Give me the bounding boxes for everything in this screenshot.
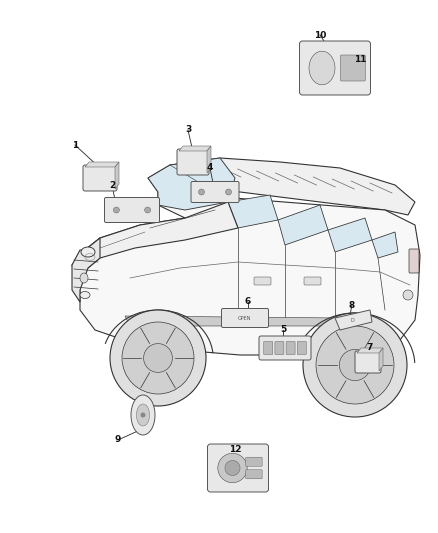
Polygon shape (335, 310, 372, 330)
Polygon shape (85, 162, 119, 167)
Polygon shape (379, 348, 383, 371)
Circle shape (122, 322, 194, 394)
Polygon shape (179, 146, 211, 151)
Circle shape (218, 453, 247, 483)
Polygon shape (80, 202, 238, 272)
FancyBboxPatch shape (286, 342, 295, 354)
Text: 5: 5 (280, 326, 286, 335)
Text: D: D (350, 318, 354, 322)
FancyBboxPatch shape (246, 457, 262, 466)
Ellipse shape (80, 273, 88, 283)
FancyBboxPatch shape (177, 149, 209, 175)
Polygon shape (207, 146, 211, 173)
Ellipse shape (81, 247, 95, 257)
Text: 7: 7 (367, 343, 373, 352)
FancyBboxPatch shape (304, 277, 321, 285)
Circle shape (141, 413, 145, 417)
FancyBboxPatch shape (300, 41, 371, 95)
FancyBboxPatch shape (191, 182, 239, 203)
FancyBboxPatch shape (208, 444, 268, 492)
Text: 3: 3 (185, 125, 191, 134)
Text: 6: 6 (245, 297, 251, 306)
Polygon shape (357, 348, 383, 353)
Circle shape (110, 310, 206, 406)
Text: 8: 8 (349, 301, 355, 310)
FancyBboxPatch shape (254, 277, 271, 285)
Circle shape (339, 350, 371, 381)
Text: 10: 10 (314, 30, 326, 39)
Polygon shape (228, 195, 278, 228)
FancyBboxPatch shape (222, 309, 268, 327)
FancyBboxPatch shape (340, 55, 365, 81)
Ellipse shape (309, 51, 335, 85)
Polygon shape (115, 162, 119, 189)
Circle shape (316, 326, 394, 404)
Circle shape (113, 207, 120, 213)
Circle shape (226, 189, 232, 195)
Polygon shape (328, 218, 372, 252)
Ellipse shape (80, 292, 90, 298)
FancyBboxPatch shape (275, 342, 284, 354)
Ellipse shape (403, 290, 413, 300)
Circle shape (145, 207, 151, 213)
Text: 2: 2 (109, 181, 115, 190)
Text: OPEN: OPEN (238, 316, 252, 320)
Text: 12: 12 (229, 446, 241, 455)
FancyBboxPatch shape (264, 342, 273, 354)
Circle shape (225, 461, 240, 475)
Polygon shape (372, 232, 398, 258)
FancyBboxPatch shape (105, 198, 159, 222)
Text: 9: 9 (115, 435, 121, 445)
FancyBboxPatch shape (355, 351, 381, 373)
FancyBboxPatch shape (297, 342, 306, 354)
FancyBboxPatch shape (409, 249, 419, 273)
Polygon shape (125, 316, 348, 326)
Text: 1: 1 (72, 141, 78, 149)
FancyBboxPatch shape (246, 470, 262, 479)
Text: 4: 4 (207, 164, 213, 173)
Polygon shape (148, 158, 415, 215)
Ellipse shape (131, 395, 155, 435)
Ellipse shape (136, 404, 150, 426)
Text: 11: 11 (354, 55, 366, 64)
Polygon shape (278, 205, 328, 245)
Circle shape (144, 344, 173, 373)
Polygon shape (148, 158, 235, 210)
Polygon shape (72, 238, 100, 302)
Polygon shape (72, 192, 420, 355)
Circle shape (303, 313, 407, 417)
FancyBboxPatch shape (83, 165, 117, 191)
FancyBboxPatch shape (259, 336, 311, 360)
Circle shape (198, 189, 205, 195)
